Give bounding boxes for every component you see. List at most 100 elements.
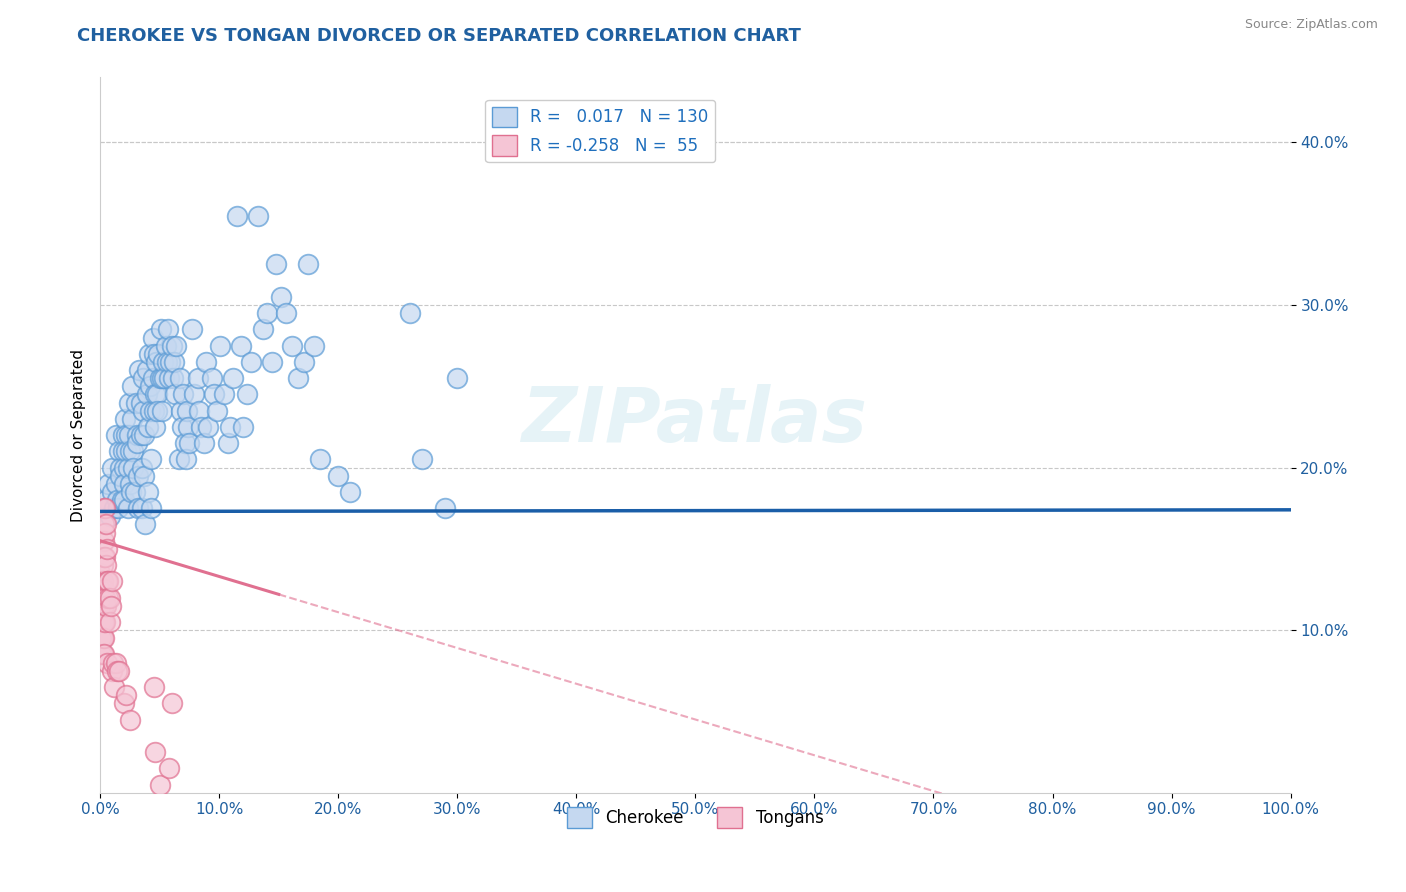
Point	[96, 574, 118, 589]
Point	[103, 680, 125, 694]
Point	[93, 599, 115, 613]
Point	[103, 656, 125, 670]
Point	[274, 306, 297, 320]
Point	[101, 574, 124, 589]
Point	[187, 403, 209, 417]
Point	[229, 338, 252, 352]
Point	[90, 632, 112, 646]
Point	[117, 501, 139, 516]
Point	[157, 371, 180, 385]
Point	[90, 648, 112, 662]
Point	[193, 436, 215, 450]
Point	[91, 648, 114, 662]
Point	[111, 444, 134, 458]
Point	[226, 209, 249, 223]
Point	[134, 428, 156, 442]
Point	[297, 257, 319, 271]
Point	[219, 420, 242, 434]
Point	[121, 411, 143, 425]
Point	[139, 403, 162, 417]
Point	[190, 420, 212, 434]
Point	[94, 599, 117, 613]
Point	[122, 460, 145, 475]
Point	[125, 395, 148, 409]
Point	[217, 436, 239, 450]
Point	[172, 387, 194, 401]
Point	[165, 387, 187, 401]
Point	[446, 371, 468, 385]
Point	[114, 411, 136, 425]
Point	[131, 460, 153, 475]
Point	[142, 347, 165, 361]
Point	[118, 713, 141, 727]
Point	[163, 355, 186, 369]
Point	[202, 387, 225, 401]
Point	[127, 468, 149, 483]
Point	[96, 541, 118, 556]
Point	[94, 493, 117, 508]
Point	[91, 615, 114, 629]
Point	[174, 452, 197, 467]
Point	[94, 501, 117, 516]
Point	[150, 371, 173, 385]
Point	[93, 648, 115, 662]
Point	[212, 387, 235, 401]
Point	[145, 355, 167, 369]
Point	[304, 338, 326, 352]
Point	[155, 338, 177, 352]
Point	[339, 485, 361, 500]
Point	[91, 574, 114, 589]
Point	[160, 338, 183, 352]
Point	[134, 468, 156, 483]
Point	[93, 501, 115, 516]
Point	[205, 403, 228, 417]
Point	[143, 745, 166, 759]
Point	[149, 778, 172, 792]
Point	[176, 403, 198, 417]
Point	[136, 420, 159, 434]
Point	[142, 680, 165, 694]
Point	[94, 549, 117, 564]
Point	[112, 493, 135, 508]
Point	[134, 517, 156, 532]
Point	[103, 501, 125, 516]
Point	[149, 322, 172, 336]
Point	[180, 322, 202, 336]
Point	[124, 485, 146, 500]
Point	[141, 330, 163, 344]
Point	[132, 403, 155, 417]
Point	[141, 501, 163, 516]
Point	[183, 387, 205, 401]
Point	[93, 582, 115, 597]
Point	[153, 371, 176, 385]
Point	[98, 591, 121, 605]
Point	[101, 460, 124, 475]
Point	[91, 558, 114, 573]
Point	[141, 452, 163, 467]
Point	[129, 428, 152, 442]
Point	[270, 290, 292, 304]
Point	[91, 599, 114, 613]
Point	[96, 656, 118, 670]
Text: ZIPatlas: ZIPatlas	[523, 384, 869, 458]
Point	[107, 501, 129, 516]
Point	[108, 444, 131, 458]
Point	[132, 371, 155, 385]
Point	[252, 322, 274, 336]
Point	[169, 371, 191, 385]
Point	[179, 436, 201, 450]
Point	[256, 306, 278, 320]
Point	[138, 347, 160, 361]
Point	[135, 363, 157, 377]
Point	[91, 591, 114, 605]
Point	[195, 355, 218, 369]
Point	[146, 403, 169, 417]
Point	[247, 209, 270, 223]
Point	[173, 436, 195, 450]
Point	[141, 371, 163, 385]
Point	[125, 428, 148, 442]
Point	[157, 761, 180, 775]
Point	[111, 428, 134, 442]
Point	[108, 664, 131, 678]
Point	[122, 444, 145, 458]
